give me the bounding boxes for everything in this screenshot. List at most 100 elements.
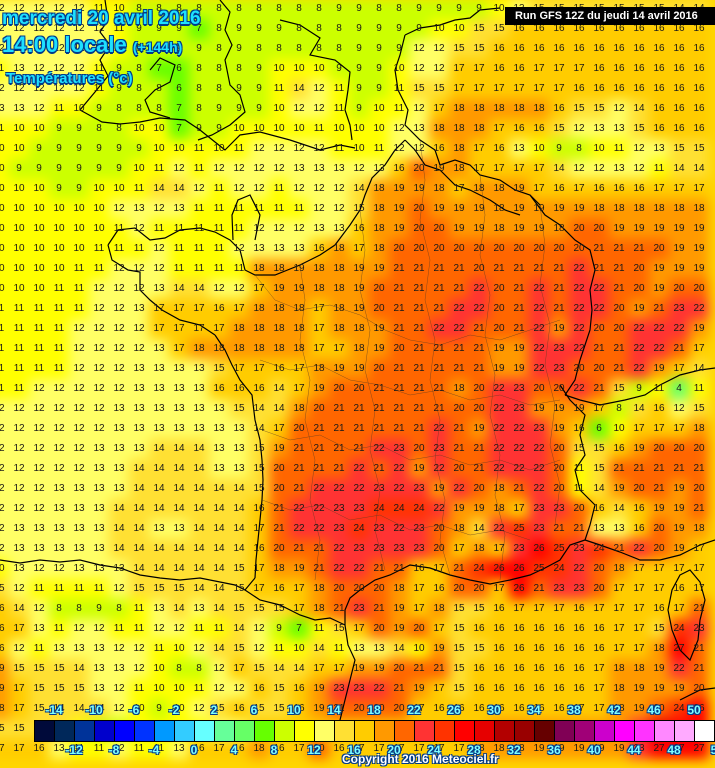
field-cell — [669, 79, 689, 99]
temperature-value: 20 — [693, 683, 705, 694]
colorbar-swatch — [155, 721, 175, 741]
field-cell — [129, 439, 149, 459]
field-cell — [669, 339, 689, 359]
field-cell — [49, 259, 69, 279]
field-cell — [609, 239, 629, 259]
colorbar-swatch — [55, 721, 75, 741]
field-cell — [189, 379, 209, 399]
field-cell — [9, 79, 29, 99]
field-cell — [89, 219, 109, 239]
temperature-value: 16 — [693, 123, 705, 134]
colorbar-swatch — [115, 721, 135, 741]
field-cell — [0, 439, 9, 459]
field-cell — [489, 119, 509, 139]
field-cell — [169, 459, 189, 479]
field-cell — [149, 379, 169, 399]
temperature-value: 19 — [693, 323, 705, 334]
colorbar-swatch — [415, 721, 435, 741]
field-cell — [549, 139, 569, 159]
field-cell — [609, 119, 629, 139]
field-cell — [49, 99, 69, 119]
colorbar-tick-top: 18 — [367, 703, 381, 717]
field-cell — [0, 19, 9, 39]
field-cell — [89, 159, 109, 179]
colorbar-swatch — [255, 721, 275, 741]
field-cell — [609, 199, 629, 219]
field-cell — [669, 319, 689, 339]
colorbar-tick-bottom: 0 — [190, 743, 198, 757]
field-cell — [149, 459, 169, 479]
field-cell — [649, 319, 669, 339]
field-cell — [0, 279, 9, 299]
field-cell — [669, 239, 689, 259]
field-cell — [549, 79, 569, 99]
field-cell — [689, 199, 709, 219]
field-cell — [29, 379, 49, 399]
field-cell — [509, 119, 529, 139]
field-cell — [689, 59, 709, 79]
field-cell — [569, 99, 589, 119]
field-cell — [49, 219, 69, 239]
field-cell — [0, 339, 9, 359]
field-cell — [49, 279, 69, 299]
field-cell — [509, 59, 529, 79]
colorbar-swatch — [495, 721, 515, 741]
field-cell — [589, 159, 609, 179]
field-cell — [689, 159, 709, 179]
field-cell — [29, 279, 49, 299]
field-cell — [149, 399, 169, 419]
field-cell — [569, 79, 589, 99]
field-cell — [0, 39, 9, 59]
field-cell — [9, 479, 29, 499]
field-cell — [49, 319, 69, 339]
field-cell — [689, 439, 709, 459]
field-cell — [669, 159, 689, 179]
field-cell — [0, 179, 9, 199]
colorbar-tick-top: -6 — [128, 703, 140, 717]
field-cell — [489, 39, 509, 59]
field-cell — [169, 419, 189, 439]
field-cell — [629, 319, 649, 339]
field-cell — [629, 419, 649, 439]
field-cell — [149, 339, 169, 359]
field-cell — [9, 0, 29, 19]
field-cell — [449, 99, 469, 119]
field-cell — [549, 159, 569, 179]
field-cell — [0, 319, 9, 339]
field-cell — [29, 299, 49, 319]
field-cell — [589, 139, 609, 159]
colorbar-swatch — [35, 721, 55, 741]
field-cell — [29, 159, 49, 179]
field-cell — [0, 259, 9, 279]
field-cell — [9, 419, 29, 439]
field-cell — [29, 479, 49, 499]
temperature-value: 15 — [693, 403, 705, 414]
field-cell — [689, 459, 709, 479]
temperature-value: 20 — [693, 283, 705, 294]
field-cell — [689, 419, 709, 439]
field-cell — [549, 179, 569, 199]
field-cell — [49, 199, 69, 219]
temperature-value: 19 — [693, 243, 705, 254]
colorbar-swatch — [635, 721, 655, 741]
colorbar-swatch — [135, 721, 155, 741]
temperature-value: 18 — [693, 423, 705, 434]
field-cell — [0, 119, 9, 139]
temperature-value: 21 — [693, 603, 705, 614]
field-cell — [69, 319, 89, 339]
colorbar-swatch — [335, 721, 355, 741]
colorbar-tick-top: 10 — [287, 703, 301, 717]
field-cell — [649, 219, 669, 239]
temperature-value: 23 — [693, 623, 705, 634]
field-cell — [89, 379, 109, 399]
temperature-value: 17 — [693, 183, 705, 194]
field-cell — [369, 19, 389, 39]
field-cell — [589, 179, 609, 199]
field-cell — [609, 319, 629, 339]
colorbar-tick-top: -10 — [85, 703, 103, 717]
field-cell — [389, 19, 409, 39]
colorbar — [34, 720, 715, 742]
field-cell — [629, 299, 649, 319]
field-title: Températures (°c) — [6, 70, 133, 87]
field-cell — [229, 299, 249, 319]
